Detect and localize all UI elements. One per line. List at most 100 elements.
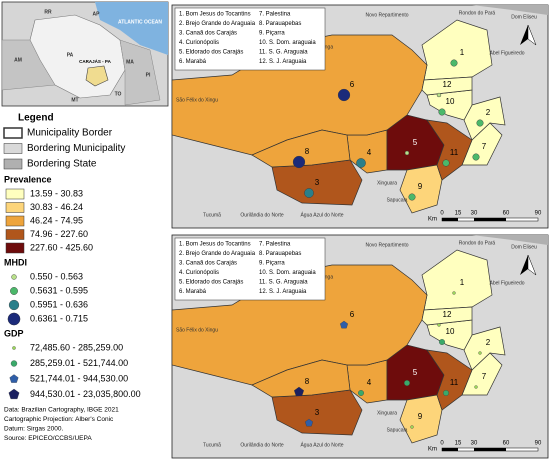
- mhdi-marker: [292, 155, 306, 169]
- gdp-marker: [439, 339, 445, 345]
- place-label: São Félix do Xingu: [176, 327, 218, 333]
- inset-label: CARAJÁS - PA: [79, 58, 111, 64]
- municipality: [421, 306, 473, 326]
- municipality: [426, 349, 473, 411]
- municipality-list-item: 11. S. G. Araguaia: [259, 280, 308, 286]
- place-label: São Félix do Xingu: [176, 97, 218, 103]
- inset-label: MA: [126, 59, 134, 65]
- legend-label: Bordering Municipality: [27, 143, 125, 154]
- municipality-list-item: 10. S. Dom. araguaia: [259, 40, 316, 46]
- municipality-list-item: 7. Palestina: [259, 12, 291, 18]
- legend-label: 74.96 - 227.60: [30, 229, 88, 239]
- municipality-list-item: 12. S. J. Araguaia: [259, 289, 307, 295]
- scale-tick: 60: [503, 211, 510, 217]
- municipality-number: 9: [418, 412, 423, 421]
- municipality: [251, 129, 351, 168]
- municipality-list-item: 6. Marabá: [179, 59, 207, 65]
- place-label: Abel Figueiredo: [489, 50, 524, 56]
- legend-label: 30.83 - 46.24: [30, 202, 83, 212]
- gdp-marker: [437, 323, 441, 327]
- mhdi-marker: [450, 59, 458, 67]
- place-label: Xinguara: [377, 410, 397, 416]
- municipality-list-box: [174, 237, 326, 301]
- mhdi-marker: [438, 108, 446, 116]
- scale-bar-segment: [442, 218, 458, 221]
- inset-label: RR: [44, 9, 52, 15]
- gdp-marker: [443, 390, 449, 396]
- legend-swatch: [5, 202, 25, 213]
- municipality: [251, 359, 351, 398]
- north-arrow-half: [527, 24, 537, 46]
- legend-marker: [10, 360, 18, 367]
- legend-section: Prevalence: [4, 174, 52, 184]
- municipality-list-item: 8. Parauapebas: [259, 251, 301, 257]
- municipality-list-item: 8. Parauapebas: [259, 21, 301, 27]
- inset-map: ATLANTIC OCEAN RR AP AM PA MA CARAJÁS - PA MT TO…: [1, 1, 169, 107]
- mhdi-marker: [404, 150, 410, 156]
- place-label: Sapucaia: [387, 427, 408, 433]
- scale-tick: 0: [440, 441, 444, 447]
- municipality-list-item: 3. Canaã dos Carajás: [179, 31, 237, 37]
- legend-label: Municipality Border: [27, 128, 113, 139]
- municipality-number: 10: [446, 97, 455, 106]
- scale-bar-segment: [442, 448, 458, 451]
- mhdi-marker: [337, 88, 351, 102]
- municipality-number: 5: [413, 368, 418, 377]
- municipality-number: 11: [450, 148, 459, 157]
- place-label: Água Azul do Norte: [300, 211, 343, 218]
- bordering-states: [1, 39, 161, 106]
- place-label: Rondon do Pará: [459, 10, 496, 16]
- municipality-list-item: 2. Brejo Grande do Araguaia: [179, 251, 256, 257]
- municipality-number: 4: [367, 148, 372, 157]
- gdp-marker: [358, 390, 364, 396]
- municipality-list-item: 7. Palestina: [259, 242, 291, 248]
- legend-label: 0.5631 - 0.595: [30, 285, 88, 295]
- scale-unit: Km: [428, 447, 437, 453]
- municipality-list-item: 3. Canaã dos Carajás: [179, 261, 237, 267]
- scale-tick: 15: [455, 211, 462, 217]
- municipality-number: 3: [315, 408, 320, 417]
- place-label: Rondon do Pará: [459, 240, 496, 246]
- legend-swatch: [5, 215, 25, 227]
- gdp-marker: [340, 320, 348, 329]
- legend-marker: [8, 299, 20, 311]
- mhdi-marker: [356, 158, 366, 168]
- municipality: [426, 119, 473, 181]
- gdp-marker: [410, 425, 414, 429]
- mhdi-marker: [472, 153, 480, 161]
- scale-tick: 90: [535, 441, 542, 447]
- municipality-number: 6: [350, 310, 355, 319]
- municipality-number: 12: [443, 80, 452, 89]
- municipality-number: 12: [443, 310, 452, 319]
- municipality-number: 1: [460, 48, 465, 57]
- place-label: Sapucaia: [387, 197, 408, 203]
- place-label: Tucumã: [203, 442, 221, 448]
- place-label: Tucumã: [203, 212, 221, 218]
- mhdi-marker: [408, 193, 416, 201]
- footnote: Datum: Sirgas 2000.: [4, 426, 63, 433]
- mhdi-marker: [476, 119, 484, 127]
- place-label: Novo Repartimento: [365, 12, 408, 18]
- municipality-list-item: 10. S. Dom. araguaia: [259, 270, 316, 276]
- place-label: Dom Eliseu: [511, 244, 537, 250]
- municipality-number: 5: [413, 138, 418, 147]
- gdp-marker: [294, 386, 304, 397]
- municipality-number: 8: [305, 147, 310, 156]
- legend-marker: [10, 287, 18, 295]
- carajas-region: [85, 65, 109, 87]
- gdp-marker: [478, 351, 482, 355]
- place-label: Xinguara: [377, 180, 397, 186]
- scale-tick: 30: [471, 441, 478, 447]
- inset-label: AM: [14, 57, 22, 63]
- scale-bar-segment: [474, 218, 506, 221]
- ocean: [95, 2, 168, 55]
- legend-title: Legend: [18, 113, 54, 124]
- place-label: Água Azul do Norte: [300, 441, 343, 448]
- municipality-number: 9: [418, 182, 423, 191]
- legend-section: GDP: [4, 328, 24, 338]
- legend-label: 0.6361 - 0.715: [30, 313, 88, 323]
- municipality-number: 7: [482, 142, 487, 151]
